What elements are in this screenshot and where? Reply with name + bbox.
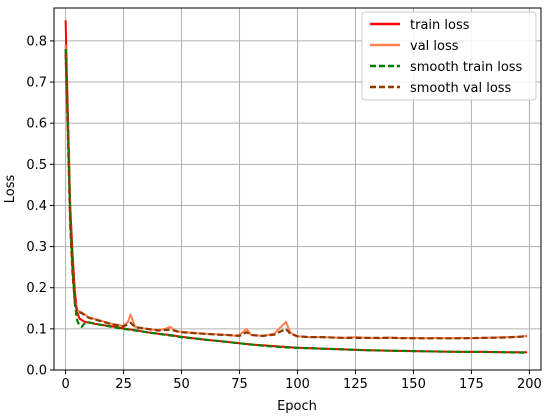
legend-label: smooth train loss <box>410 60 523 75</box>
series-line-smooth-train-loss <box>64 49 528 354</box>
x-axis-ticks: 0 25 50 75 100 125 150 175 200 <box>61 370 542 392</box>
series-line-smooth-val-loss <box>64 53 528 340</box>
legend-label: smooth val loss <box>410 81 512 96</box>
x-tick-label: 50 <box>173 377 190 392</box>
legend-label: val loss <box>410 39 459 54</box>
y-tick-label: 0.5 <box>26 158 47 173</box>
y-tick-label: 0.4 <box>26 199 47 214</box>
x-tick-label: 100 <box>285 377 310 392</box>
x-axis-label: Epoch <box>277 399 317 414</box>
x-tick-label: 125 <box>343 377 368 392</box>
x-tick-label: 200 <box>517 377 542 392</box>
x-tick-label: 175 <box>459 377 484 392</box>
y-tick-label: 0.8 <box>26 34 47 49</box>
y-tick-label: 0.1 <box>26 322 47 337</box>
x-tick-label: 25 <box>115 377 132 392</box>
y-tick-label: 0.6 <box>26 117 47 132</box>
x-tick-label: 0 <box>61 377 69 392</box>
y-tick-label: 0.3 <box>26 240 47 255</box>
legend: train loss val loss smooth train loss smoot… <box>361 11 537 101</box>
x-tick-label: 75 <box>231 377 248 392</box>
x-tick-label: 150 <box>401 377 426 392</box>
legend-label: train loss <box>410 18 470 33</box>
y-axis-ticks: 0.0 0.1 0.2 0.3 0.4 0.5 0.6 0.7 0.8 <box>26 34 54 379</box>
y-tick-label: 0.7 <box>26 76 47 91</box>
legend-box <box>361 11 537 101</box>
y-axis-label: Loss <box>3 175 18 204</box>
series-line-val-loss <box>64 44 528 340</box>
y-tick-label: 0.2 <box>26 281 47 296</box>
series-lines <box>64 20 528 354</box>
y-tick-label: 0.0 <box>26 364 47 379</box>
